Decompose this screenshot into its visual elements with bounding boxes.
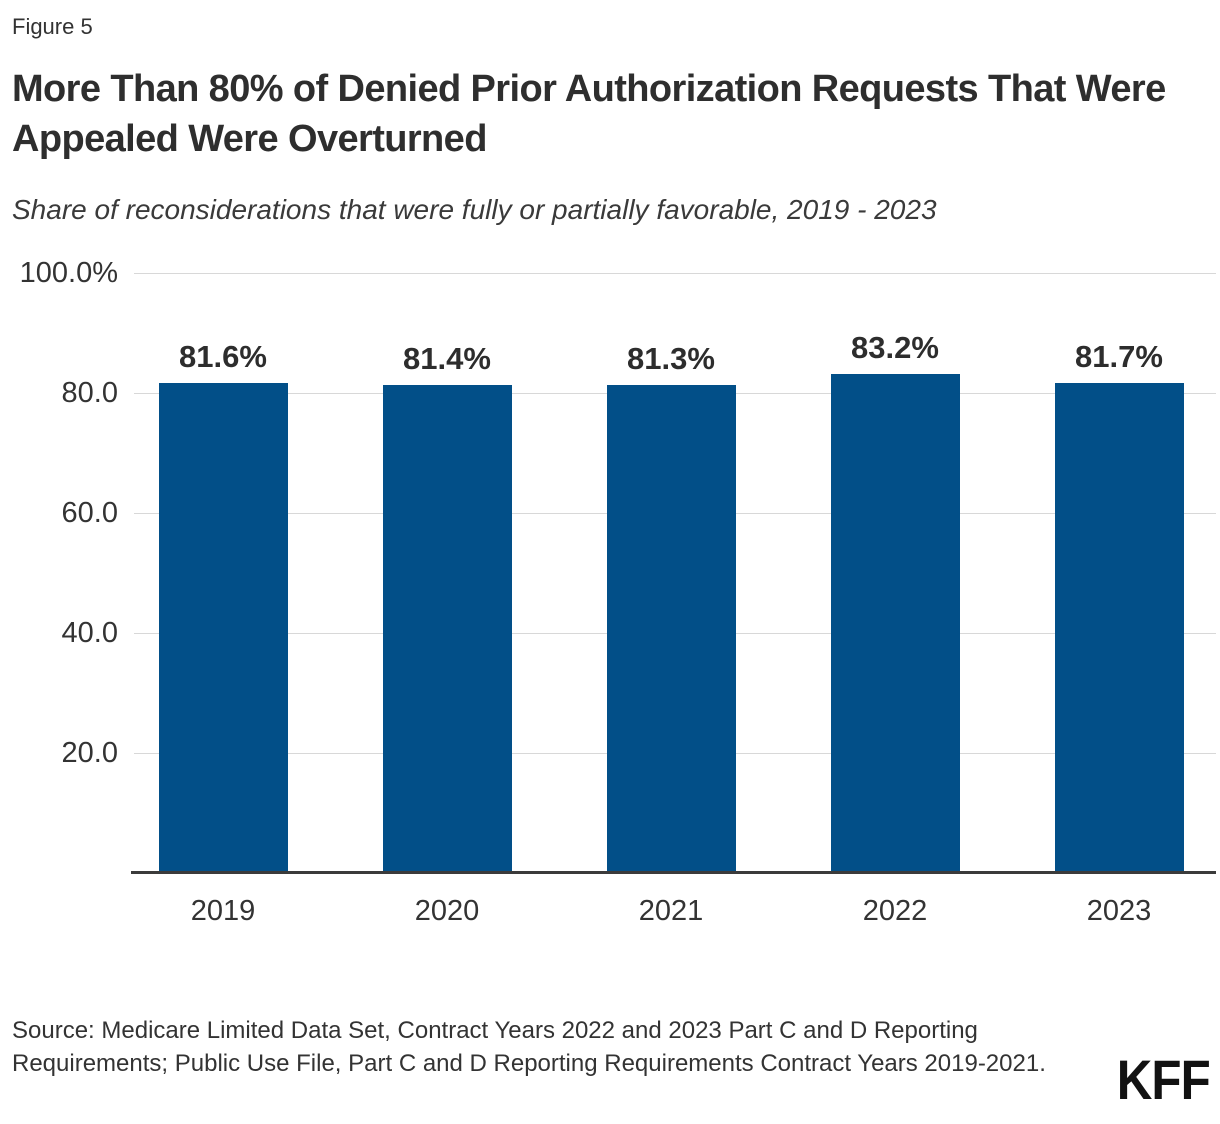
x-axis-label-2019: 2019 (190, 895, 256, 927)
x-axis-label-2022: 2022 (862, 895, 928, 927)
source-note: Source: Medicare Limited Data Set, Contr… (12, 1017, 1046, 1077)
y-tick-60: 60.0 (61, 497, 118, 529)
bar-value-label-2021: 81.3% (627, 341, 715, 377)
bar-2021 (606, 385, 736, 873)
x-axis-label-2020: 2020 (414, 895, 480, 927)
x-axis-label-2021: 2021 (638, 895, 704, 927)
x-axis-label-2023: 2023 (1086, 895, 1152, 927)
bar-2023 (1054, 382, 1184, 873)
bar-value-label-2019: 81.6% (179, 339, 267, 375)
bar-value-label-2023: 81.7% (1075, 338, 1163, 374)
y-tick-40: 40.0 (61, 617, 118, 649)
y-tick-20: 20.0 (61, 737, 118, 769)
chart-subtitle: Share of reconsiderations that were full… (12, 194, 937, 225)
y-tick-100: 100.0% (19, 257, 118, 289)
bar-2019 (158, 383, 288, 873)
kff-logo: KFF (1116, 1048, 1211, 1111)
bar-value-label-2022: 83.2% (851, 329, 939, 365)
figure-label: Figure 5 (12, 14, 93, 39)
bar-value-label-2020: 81.4% (403, 340, 491, 376)
bar-chart: 100.0% 80.0 60.0 40.0 20.0 81.6% 2019 81.4% 2020… (0, 257, 1220, 933)
bar-2022 (830, 373, 960, 873)
y-tick-80: 80.0 (61, 377, 118, 409)
bar-2020 (382, 384, 512, 873)
gridline-100 (134, 273, 1216, 274)
chart-title: More Than 80% of Denied Prior Authorizat… (12, 68, 1166, 160)
x-axis-line (131, 871, 1216, 874)
